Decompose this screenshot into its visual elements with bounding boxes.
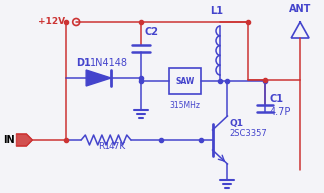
Polygon shape bbox=[17, 134, 32, 146]
Text: 315MHz: 315MHz bbox=[169, 102, 200, 111]
Bar bbox=[169, 68, 201, 94]
Text: IN: IN bbox=[3, 135, 15, 145]
Text: D1: D1 bbox=[76, 58, 91, 68]
Text: +12V: +12V bbox=[38, 18, 65, 26]
Text: C2: C2 bbox=[145, 27, 159, 37]
Text: 2SC3357: 2SC3357 bbox=[229, 129, 267, 138]
Text: ANT: ANT bbox=[289, 4, 311, 14]
Text: R1: R1 bbox=[98, 142, 110, 151]
Text: Q1: Q1 bbox=[229, 119, 243, 128]
Text: SAW: SAW bbox=[175, 76, 194, 85]
Text: 4.7P: 4.7P bbox=[269, 107, 291, 117]
Text: L1: L1 bbox=[211, 6, 224, 16]
Text: 47K: 47K bbox=[109, 142, 126, 151]
Text: C1: C1 bbox=[269, 94, 283, 104]
Polygon shape bbox=[86, 70, 111, 86]
Text: 1N4148: 1N4148 bbox=[90, 58, 128, 68]
